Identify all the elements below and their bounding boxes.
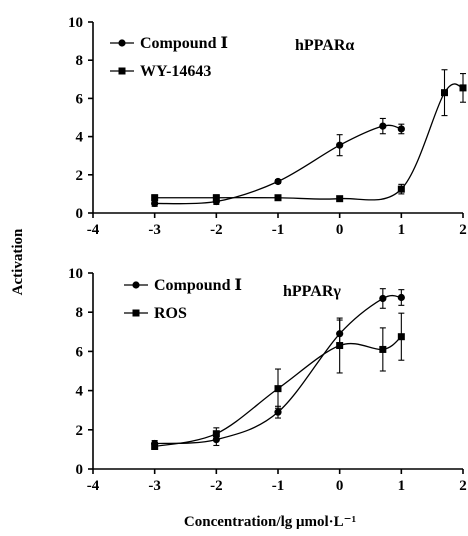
- legend-label: Compound Ⅰ: [154, 277, 242, 294]
- x-tick-label: 1: [398, 478, 406, 494]
- data-point: [274, 177, 282, 186]
- y-tick-label: 0: [76, 462, 84, 478]
- x-tick-label: -1: [272, 222, 285, 238]
- x-tick-label: -3: [148, 222, 161, 238]
- y-tick-label: 8: [76, 305, 84, 321]
- x-tick-label: 0: [336, 478, 344, 494]
- data-point: [212, 430, 220, 438]
- y-tick-label: 6: [76, 91, 84, 107]
- x-tick-label: -2: [210, 478, 223, 494]
- data-point: [151, 194, 159, 202]
- x-tick-label: 2: [459, 222, 467, 238]
- legend-marker: [118, 67, 126, 75]
- x-tick-label: -4: [87, 222, 100, 238]
- data-point: [397, 125, 405, 133]
- x-tick-label: -2: [210, 222, 223, 238]
- panel-hppar-alpha: -4 -3 -2 -1 0 1 2 0 2 4 6 8 10 Compound Ⅰ WY-14643 hPPA…: [68, 15, 467, 238]
- panel-label: hPPARγ: [283, 283, 341, 300]
- y-axis-label: Activation: [10, 228, 26, 295]
- x-axis-label: Concentration/lg μmol·L⁻¹: [184, 514, 356, 530]
- data-point: [274, 194, 282, 202]
- legend-label: Compound Ⅰ: [140, 35, 228, 52]
- legend-label: ROS: [154, 305, 187, 322]
- data-point: [379, 345, 387, 353]
- y-tick-label: 0: [76, 206, 84, 222]
- data-point: [379, 294, 387, 303]
- data-point: [336, 195, 344, 203]
- legend-marker: [132, 281, 140, 289]
- y-tick-label: 10: [68, 266, 83, 282]
- y-tick-label: 10: [68, 15, 83, 31]
- y-tick-label: 2: [76, 423, 84, 439]
- data-point: [274, 385, 282, 393]
- data-point: [397, 185, 405, 193]
- y-tick-label: 4: [76, 384, 84, 400]
- data-point: [397, 333, 405, 341]
- panel-hppar-gamma: -4 -3 -2 -1 0 1 2 0 2 4 6 8 10 Compound Ⅰ ROS hPPARγ: [68, 266, 467, 494]
- data-point: [379, 122, 387, 130]
- data-point: [336, 141, 344, 149]
- data-point: [274, 408, 282, 416]
- x-tick-label: 1: [398, 222, 406, 238]
- data-point: [212, 194, 220, 202]
- x-tick-label: -3: [148, 478, 161, 494]
- data-point: [151, 442, 159, 450]
- data-point: [336, 342, 344, 350]
- legend-marker: [132, 309, 140, 317]
- x-tick-label: 2: [459, 478, 467, 494]
- x-tick-label: -1: [272, 478, 285, 494]
- data-point: [459, 84, 467, 92]
- data-point: [397, 293, 405, 302]
- x-tick-label: -4: [87, 478, 100, 494]
- data-point: [151, 199, 159, 208]
- series-line: [154, 83, 464, 201]
- x-tick-label: 0: [336, 222, 344, 238]
- y-tick-label: 2: [76, 168, 84, 184]
- series-line: [154, 124, 402, 205]
- legend-marker: [118, 39, 126, 47]
- legend-label: WY-14643: [140, 63, 211, 80]
- y-tick-label: 4: [76, 130, 84, 146]
- y-tick-label: 8: [76, 53, 84, 69]
- data-point: [441, 89, 448, 97]
- y-tick-label: 6: [76, 344, 84, 360]
- panel-label: hPPARα: [295, 37, 354, 54]
